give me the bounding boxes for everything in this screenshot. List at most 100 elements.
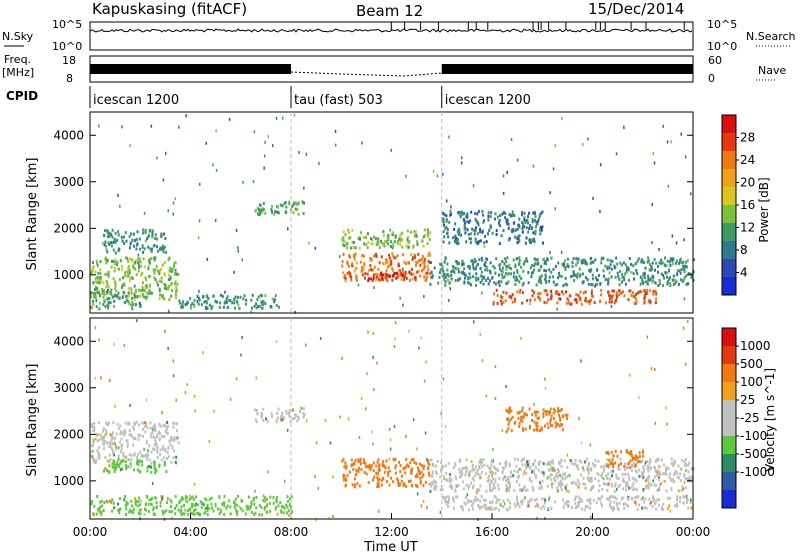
echo-cell <box>690 477 693 481</box>
echo-cell <box>662 274 665 277</box>
echo-cell <box>597 497 600 501</box>
echo-cell <box>223 501 226 505</box>
echo-cell <box>473 468 476 472</box>
echo-cell <box>210 502 213 506</box>
echo-cell <box>236 512 239 516</box>
echo-cell <box>586 457 589 461</box>
echo-cell <box>505 219 508 223</box>
echo-cell <box>98 510 101 514</box>
echo-cell <box>576 479 579 483</box>
colorbar-swatch <box>722 205 736 224</box>
echo-cell <box>229 397 232 401</box>
echo-cell <box>119 259 122 263</box>
echo-cell <box>626 466 629 470</box>
echo-cell <box>630 270 633 274</box>
echo-cell <box>472 265 475 269</box>
echo-cell <box>97 421 100 425</box>
echo-cell <box>657 283 660 287</box>
echo-cell <box>538 278 541 282</box>
echo-cell <box>611 259 614 263</box>
echo-cell <box>650 483 653 487</box>
echo-cell <box>503 275 506 279</box>
echo-cell <box>516 271 519 274</box>
echo-cell <box>342 473 345 477</box>
echo-cell <box>138 265 140 269</box>
echo-cell <box>423 228 426 232</box>
echo-cell <box>628 461 630 465</box>
nave-line <box>290 71 442 77</box>
echo-cell <box>438 271 441 275</box>
echo-cell <box>627 484 630 488</box>
echo-cell <box>132 437 135 441</box>
echo-cell <box>494 471 497 475</box>
echo-cell <box>125 467 128 471</box>
echo-cell <box>377 472 380 475</box>
echo-cell <box>525 413 528 417</box>
echo-cell <box>419 462 421 466</box>
echo-cell <box>136 504 139 508</box>
echo-cell <box>394 256 397 260</box>
echo-cell <box>518 505 521 509</box>
echo-cell <box>95 299 97 303</box>
echo-cell <box>599 209 601 213</box>
echo-cell <box>558 470 560 473</box>
echo-cell <box>221 502 224 506</box>
echo-cell <box>90 291 93 295</box>
echo-cell <box>528 478 531 481</box>
echo-cell <box>113 436 116 440</box>
echo-cell <box>654 421 657 425</box>
echo-cell <box>582 261 585 265</box>
echo-cell <box>486 464 489 468</box>
echo-cell <box>507 222 510 226</box>
echo-cell <box>258 513 261 517</box>
echo-cell <box>567 500 570 504</box>
echo-cell <box>107 273 110 277</box>
echo-cell <box>138 511 140 515</box>
echo-cell <box>242 297 245 301</box>
echo-cell <box>429 282 432 286</box>
echo-cell <box>539 483 542 487</box>
echo-cell <box>397 481 400 485</box>
echo-cell <box>635 463 637 467</box>
echo-cell <box>188 498 191 501</box>
echo-cell <box>204 511 207 514</box>
echo-cell <box>123 428 126 432</box>
echo-cell <box>619 261 622 265</box>
echo-cell <box>106 459 109 463</box>
echo-cell <box>649 483 652 487</box>
nave-label: Nave <box>758 64 786 77</box>
echo-cell <box>620 462 623 466</box>
echo-cell <box>139 260 142 264</box>
echo-cell <box>575 257 578 261</box>
echo-cell <box>245 504 248 508</box>
echo-cell <box>129 433 132 437</box>
echo-cell <box>141 294 144 298</box>
echo-cell <box>608 458 611 462</box>
echo-cell <box>370 268 373 272</box>
echo-cell <box>526 259 529 263</box>
echo-cell <box>531 485 534 489</box>
echo-cell <box>98 445 101 449</box>
echo-cell <box>551 467 554 471</box>
echo-cell <box>641 471 644 474</box>
echo-cell <box>228 499 231 503</box>
echo-cell <box>168 256 171 260</box>
echo-cell <box>104 272 107 276</box>
echo-cell <box>235 503 238 507</box>
echo-cell <box>95 512 98 516</box>
echo-cell <box>453 506 455 510</box>
echo-cell <box>126 501 129 505</box>
echo-cell <box>137 261 139 265</box>
echo-cell <box>474 267 477 271</box>
echo-cell <box>402 273 405 276</box>
echo-cell <box>164 286 166 290</box>
echo-cell <box>474 474 477 478</box>
echo-cell <box>421 255 424 259</box>
echo-cell <box>281 116 284 120</box>
echo-cell <box>654 301 657 305</box>
echo-cell <box>270 208 273 211</box>
echo-cell <box>116 295 118 299</box>
echo-cell <box>159 279 162 283</box>
echo-cell <box>143 247 146 251</box>
echo-cell <box>250 511 253 514</box>
